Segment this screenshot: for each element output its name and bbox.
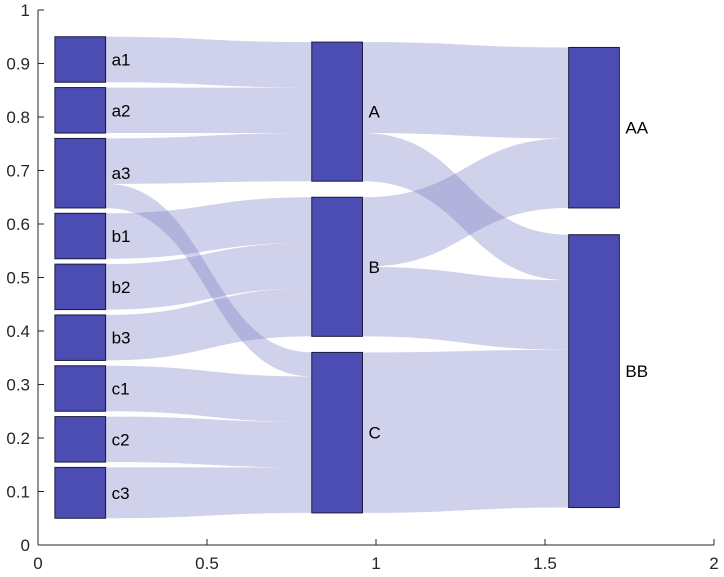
y-tick-label: 0.2 [6,429,30,448]
y-tick-label: 0.8 [6,108,30,127]
node-label-b1: b1 [112,227,131,246]
node-label-B: B [368,258,379,277]
node-label-BB: BB [625,362,648,381]
y-tick-label: 1 [21,1,30,20]
y-tick-layer: 0 0.1 0.2 0.3 0.4 0.5 0.6 0.7 0.8 0.9 1 [6,1,44,555]
node-label-b2: b2 [112,278,131,297]
flow-A-to-AA [362,42,569,139]
node-C [311,351,363,514]
x-tick-label: 1.5 [533,554,557,573]
node-label-c3: c3 [112,484,130,503]
x-tick-label: 1 [371,554,380,573]
flow-layer [105,36,569,519]
x-tick-label: 0.5 [195,554,219,573]
flow-a3-to-A [105,133,312,184]
y-tick-label: 0.3 [6,376,30,395]
node-label-layer: a1 a2 a3 b1 b2 b3 c1 c2 c3 A B C AA BB [112,50,649,502]
flow-B-to-BB [362,266,569,350]
node-b1 [54,212,107,260]
node-AA [568,46,620,209]
flow-B-to-AA [362,138,569,267]
node-B [311,196,363,337]
node-c3 [54,466,107,519]
node-a2 [54,87,107,134]
flow-a1-to-A [105,36,312,88]
flow-b3-to-B [105,288,312,361]
node-label-a2: a2 [112,101,131,120]
node-b3 [54,314,107,361]
flow-C-to-BB [362,349,569,513]
node-c2 [54,416,107,463]
y-tick-label: 0.4 [6,322,30,341]
node-b2 [54,263,107,311]
node-label-A: A [368,103,380,122]
node-label-c2: c2 [112,430,130,449]
flow-b2-to-B [105,242,312,310]
flow-a3-to-C [105,183,312,377]
node-a3 [54,137,107,209]
node-label-c1: c1 [112,380,130,399]
node-label-AA: AA [625,119,648,138]
node-a1 [54,36,107,83]
flow-c3-to-C [105,467,312,519]
node-label-b3: b3 [112,329,131,348]
node-BB [568,234,620,509]
y-tick-label: 0 [21,536,30,555]
flow-a2-to-A [105,87,312,134]
node-A [311,41,363,182]
y-tick-label: 0.9 [6,55,30,74]
node-c1 [54,365,107,412]
node-label-a3: a3 [112,164,131,183]
flow-c2-to-C [105,416,312,468]
node-layer [54,36,620,519]
x-tick-label: 0 [33,554,42,573]
flow-b1-to-B [105,197,312,259]
y-tick-label: 0.5 [6,269,30,288]
node-label-C: C [368,424,380,443]
y-tick-label: 0.6 [6,215,30,234]
y-tick-label: 0.1 [6,483,30,502]
y-tick-label: 0.7 [6,162,30,181]
x-tick-label: 2 [709,554,718,573]
x-tick-layer: 0 0.5 1 1.5 2 [33,539,719,573]
flow-c1-to-C [105,365,312,422]
flow-A-to-BB [362,133,569,281]
node-label-a1: a1 [112,50,131,69]
